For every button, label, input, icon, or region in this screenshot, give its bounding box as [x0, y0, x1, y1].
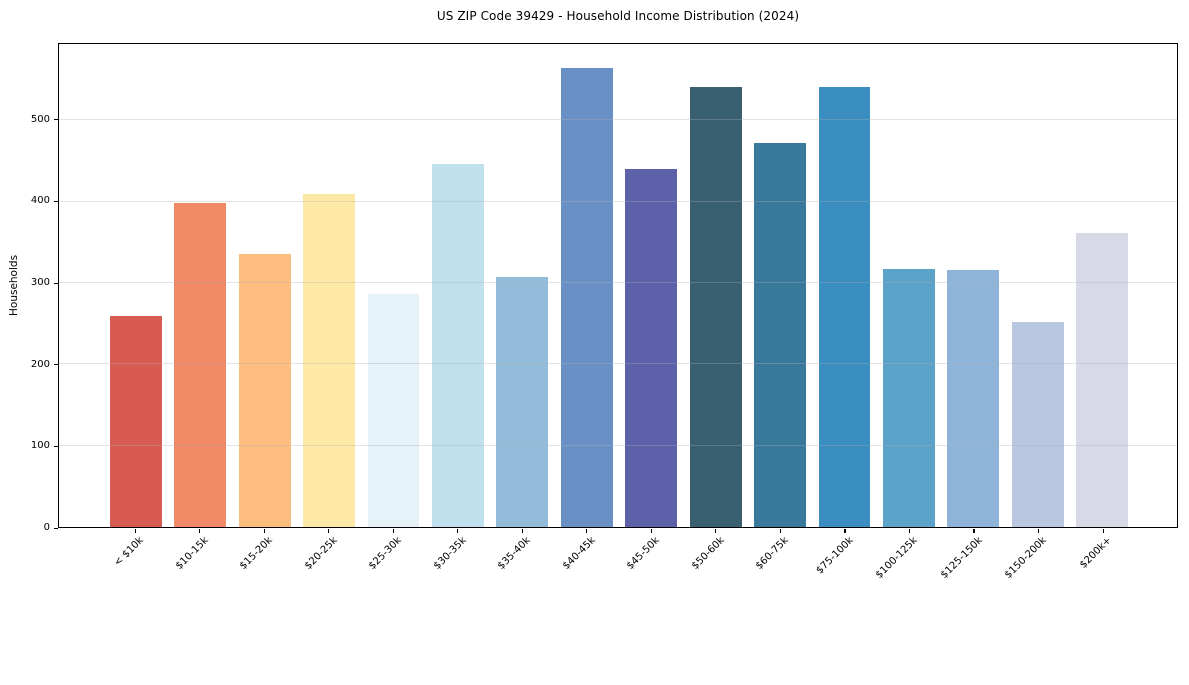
y-tick-mark	[53, 282, 58, 284]
bar	[1011, 322, 1064, 527]
x-tick-mark	[521, 529, 523, 533]
x-tick-label: $35-40k	[496, 535, 533, 572]
x-tick-mark	[650, 529, 652, 533]
x-tick-mark	[779, 529, 782, 533]
x-tick-label: $125-150k	[938, 535, 985, 581]
y-tick-label: 200	[30, 358, 50, 370]
bar	[109, 316, 162, 527]
x-tick-label: $10-15k	[173, 535, 211, 572]
bar	[560, 68, 613, 527]
y-tick-label: 300	[30, 277, 50, 289]
x-tick-label: $150-200k	[1003, 535, 1050, 581]
x-tick-mark	[134, 529, 136, 533]
bar	[238, 253, 291, 527]
bar	[754, 143, 806, 527]
bar	[303, 193, 356, 527]
x-tick-label: $15-20k	[237, 535, 275, 572]
x-tick-label: $50-60k	[689, 535, 727, 572]
x-tick-label: $45-50k	[625, 535, 663, 572]
x-tick-label: $200k+	[1077, 535, 1114, 571]
x-tick-label: < $10k	[112, 535, 146, 569]
x-tick-mark	[263, 529, 265, 533]
x-tick-label: $20-25k	[302, 535, 340, 572]
x-tick-label: $30-35k	[431, 535, 469, 572]
y-tick-mark	[53, 527, 58, 529]
y-tick-label: 0	[43, 522, 50, 533]
bar	[174, 203, 227, 527]
bar	[496, 276, 549, 527]
y-tick-mark	[53, 119, 58, 121]
bar	[625, 169, 678, 527]
bar	[947, 270, 1000, 527]
x-tick-mark	[908, 529, 911, 533]
x-tick-label: $75-100k	[814, 535, 856, 577]
x-tick-label: $40-45k	[560, 535, 598, 572]
bar	[882, 269, 935, 527]
plot-area	[58, 43, 1178, 528]
x-tick-label: $100-125k	[874, 535, 921, 581]
x-tick-mark	[457, 529, 459, 533]
x-tick-mark	[973, 529, 975, 533]
gridline	[59, 444, 1177, 446]
bar	[1076, 233, 1129, 527]
y-tick-label: 400	[30, 195, 50, 207]
x-tick-mark	[844, 529, 846, 533]
x-tick-mark	[328, 529, 330, 533]
bar	[689, 87, 742, 527]
x-tick-mark	[1102, 529, 1104, 533]
x-tick-mark	[715, 529, 717, 533]
x-tick-label: $25-30k	[366, 535, 404, 572]
y-tick-label: 100	[30, 440, 50, 452]
gridline	[59, 363, 1177, 365]
bar	[432, 164, 484, 527]
x-tick-mark	[392, 529, 394, 533]
gridline	[59, 200, 1177, 202]
x-tick-mark	[586, 529, 588, 533]
gridline	[59, 119, 1177, 121]
figure: US ZIP Code 39429 - Household Income Dis…	[8, 9, 1178, 581]
x-tick-mark	[199, 529, 201, 533]
x-tick-label: $60-75k	[754, 535, 792, 572]
bar	[818, 87, 871, 527]
y-tick-mark	[53, 364, 58, 366]
y-tick-mark	[53, 200, 58, 203]
y-tick-label: 500	[30, 113, 50, 125]
gridline	[59, 282, 1177, 284]
chart-title: US ZIP Code 39429 - Household Income Dis…	[436, 9, 800, 23]
x-tick-mark	[1037, 529, 1040, 533]
bar	[367, 293, 420, 527]
y-tick-mark	[53, 445, 58, 448]
